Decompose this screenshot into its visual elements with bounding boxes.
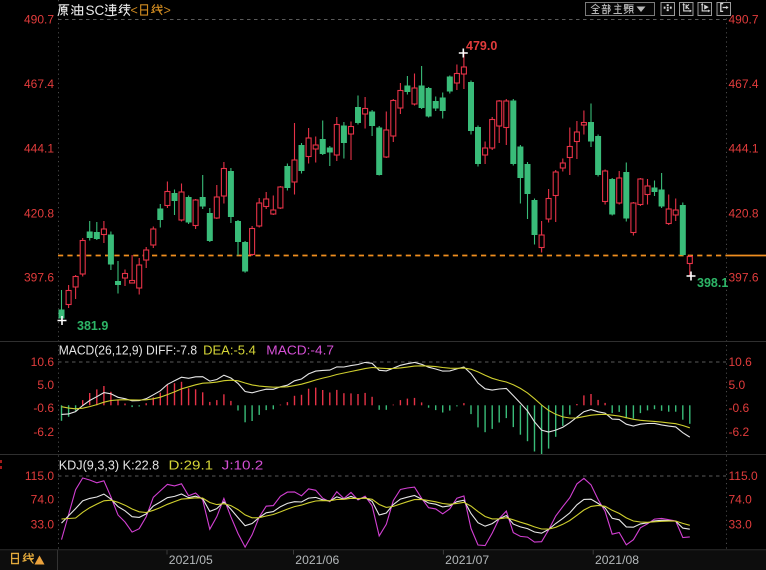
svg-text:444.1: 444.1 bbox=[729, 141, 759, 155]
svg-text:467.4: 467.4 bbox=[729, 77, 759, 91]
svg-text:490.7: 490.7 bbox=[24, 12, 54, 26]
svg-text:490.7: 490.7 bbox=[729, 12, 759, 26]
svg-text:>: > bbox=[164, 4, 171, 18]
svg-text:D:29.1: D:29.1 bbox=[169, 458, 214, 473]
svg-text:115.0: 115.0 bbox=[25, 469, 54, 483]
svg-text:J:10.2: J:10.2 bbox=[222, 458, 264, 473]
svg-text:-6.2: -6.2 bbox=[729, 425, 750, 439]
svg-text:479.0: 479.0 bbox=[466, 39, 497, 53]
svg-text:2021/05: 2021/05 bbox=[169, 553, 213, 567]
svg-text:10.6: 10.6 bbox=[31, 355, 55, 369]
svg-text:397.6: 397.6 bbox=[24, 270, 54, 284]
svg-text:-0.6: -0.6 bbox=[33, 401, 54, 415]
svg-text:398.1: 398.1 bbox=[697, 276, 728, 290]
svg-text:KDJ(9,3,3) K:22.8: KDJ(9,3,3) K:22.8 bbox=[59, 458, 160, 473]
svg-text:-0.6: -0.6 bbox=[729, 401, 750, 415]
svg-text:2021/08: 2021/08 bbox=[595, 553, 639, 567]
svg-text:33.0: 33.0 bbox=[31, 517, 55, 531]
svg-text:-6.2: -6.2 bbox=[33, 425, 54, 439]
svg-text:420.8: 420.8 bbox=[729, 206, 759, 220]
svg-text:5.0: 5.0 bbox=[729, 378, 746, 392]
svg-text:5.0: 5.0 bbox=[37, 378, 54, 392]
svg-text:420.8: 420.8 bbox=[24, 206, 54, 220]
svg-text:2021/07: 2021/07 bbox=[445, 553, 489, 567]
svg-text:DEA:-5.4: DEA:-5.4 bbox=[203, 343, 256, 358]
svg-text:467.4: 467.4 bbox=[24, 77, 54, 91]
svg-text:<: < bbox=[131, 4, 138, 18]
svg-text:2021/06: 2021/06 bbox=[295, 553, 339, 567]
svg-text:10.6: 10.6 bbox=[729, 355, 753, 369]
svg-text:MACD:-4.7: MACD:-4.7 bbox=[266, 343, 334, 358]
svg-text:115.0: 115.0 bbox=[729, 469, 758, 483]
svg-text:MACD(26,12,9) DIFF:-7.8: MACD(26,12,9) DIFF:-7.8 bbox=[59, 343, 197, 358]
svg-text:SC: SC bbox=[86, 3, 105, 18]
svg-text:74.0: 74.0 bbox=[31, 492, 55, 506]
svg-text:381.9: 381.9 bbox=[77, 319, 108, 333]
svg-text:397.6: 397.6 bbox=[729, 270, 759, 284]
svg-text:74.0: 74.0 bbox=[729, 492, 753, 506]
svg-text:444.1: 444.1 bbox=[24, 141, 54, 155]
svg-text:33.0: 33.0 bbox=[729, 517, 753, 531]
